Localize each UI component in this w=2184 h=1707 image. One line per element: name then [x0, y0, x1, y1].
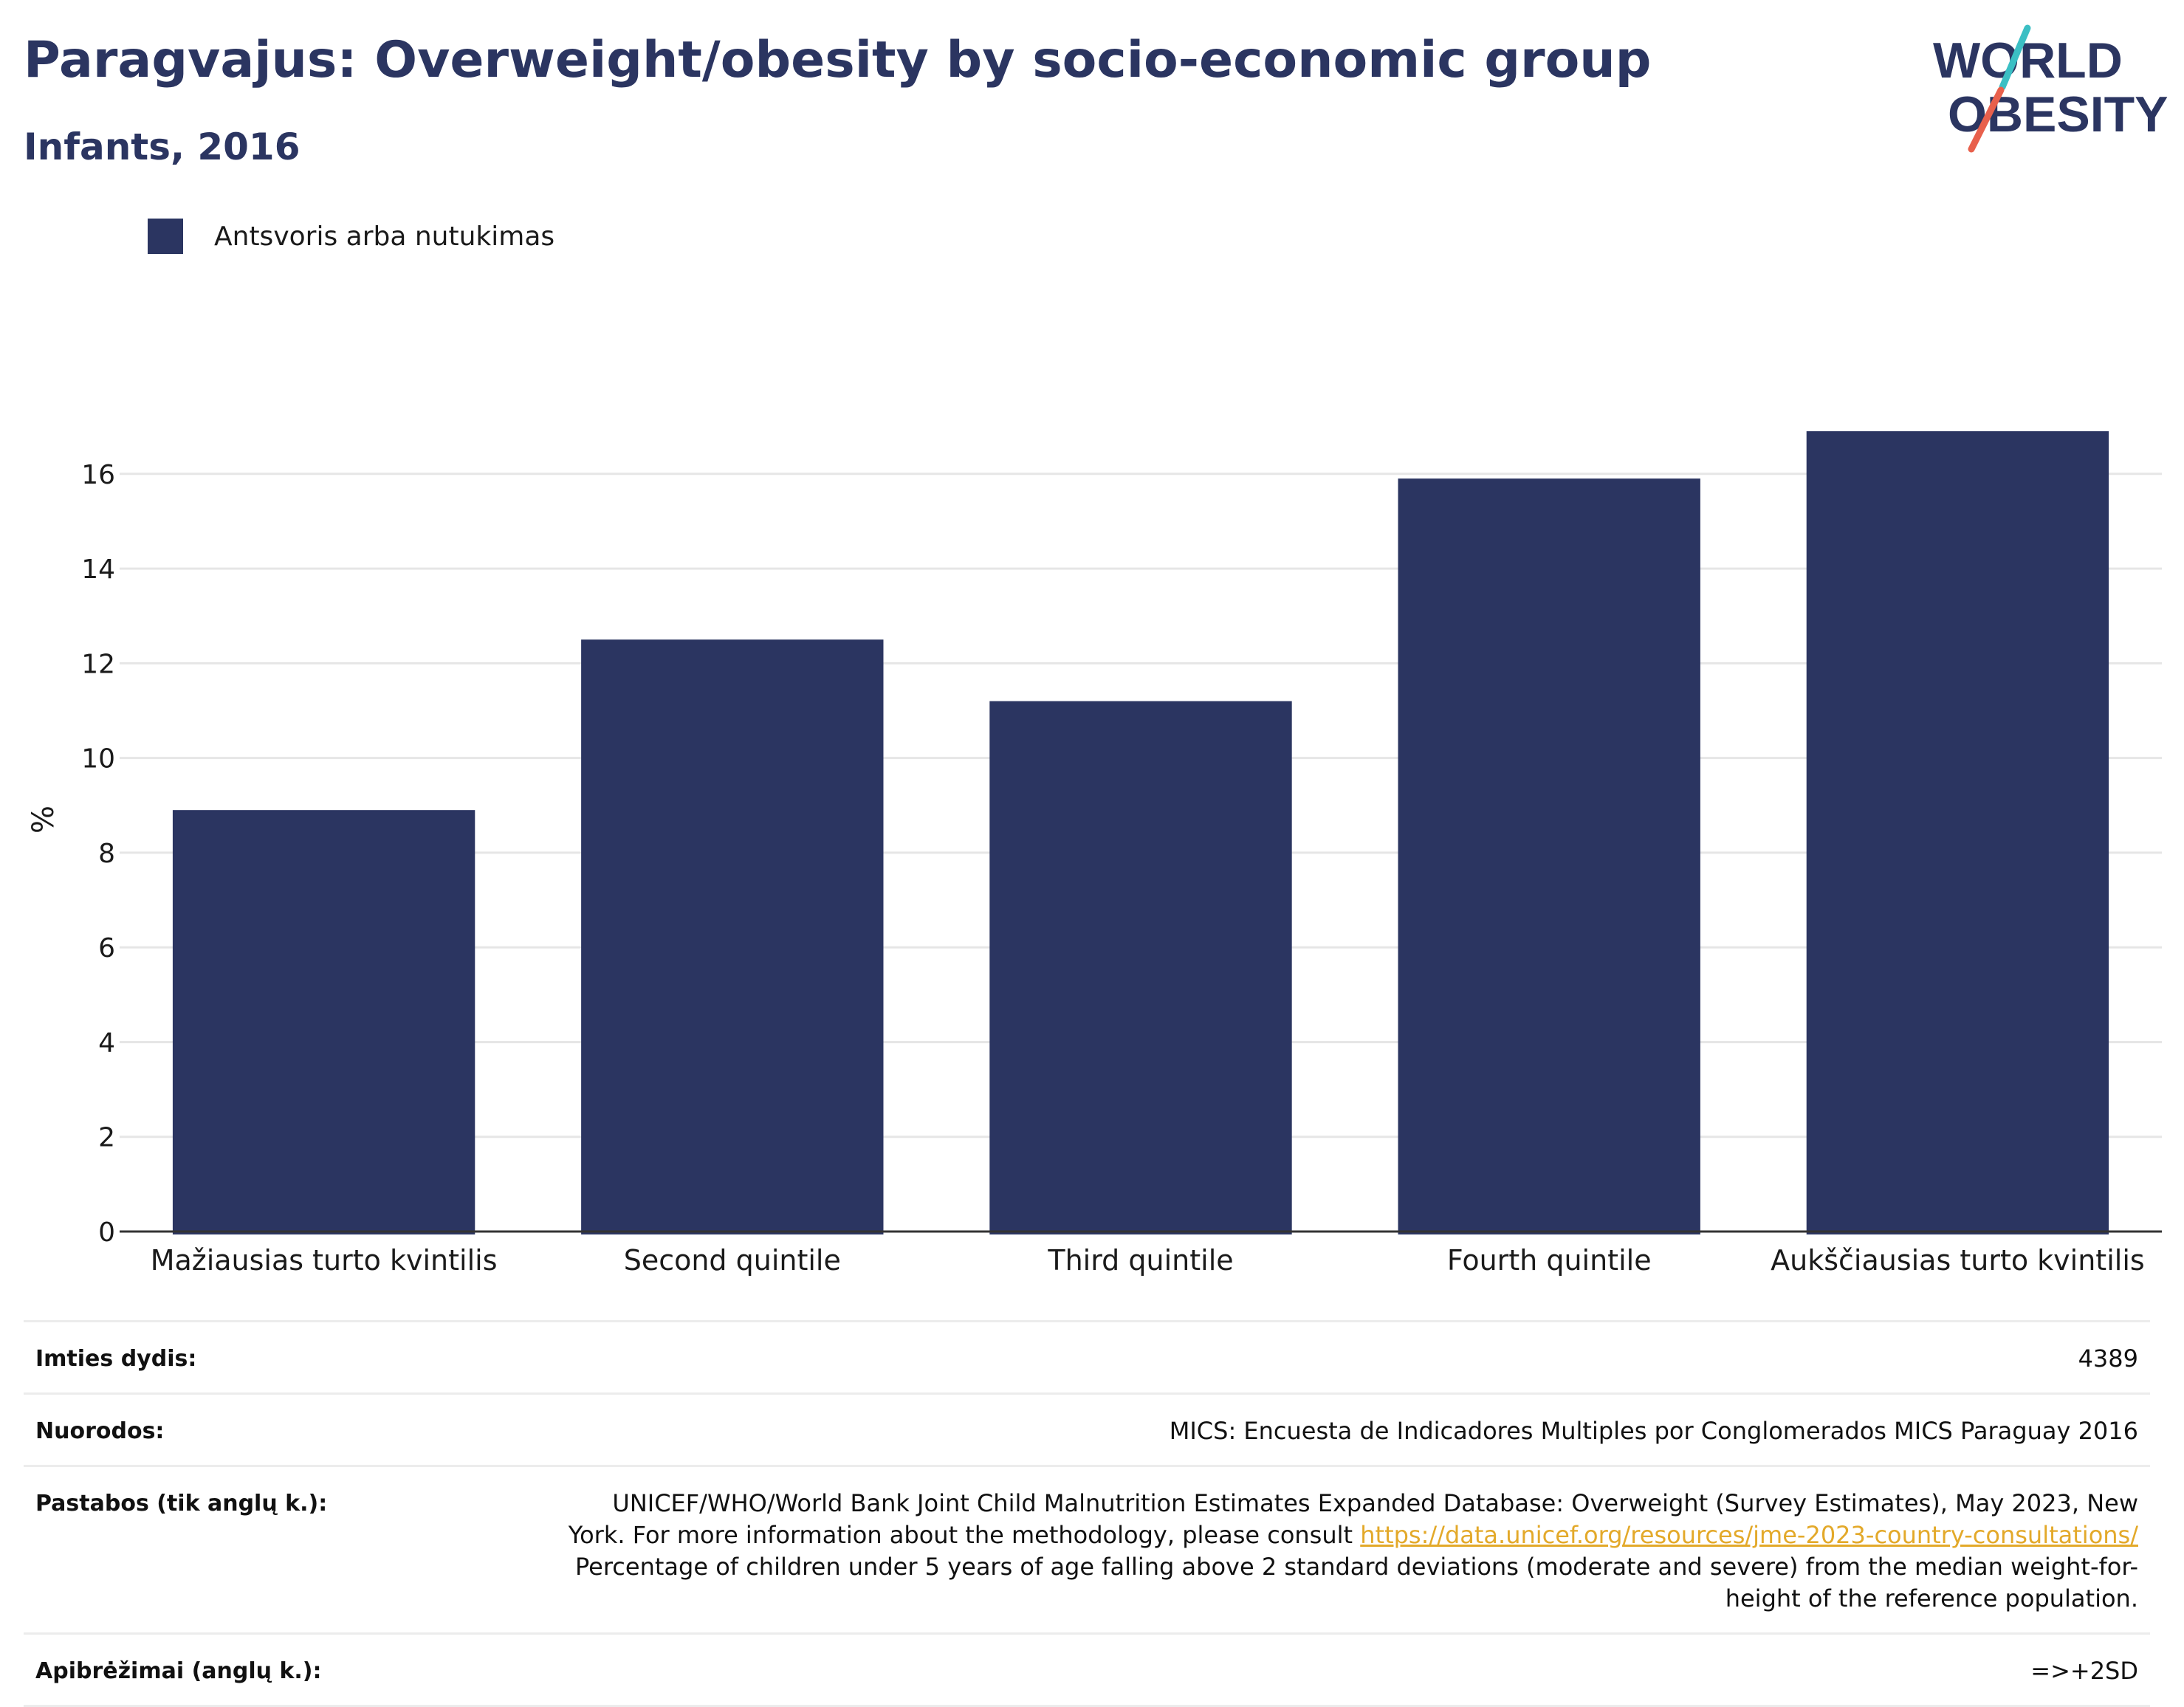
- definitions-label: Apibrėžimai (anglų k.):: [35, 1658, 322, 1684]
- bar: [581, 639, 884, 1234]
- y-tick-label: 10: [81, 744, 115, 774]
- chart-subtitle: Infants, 2016: [24, 126, 301, 168]
- logo-word-obesity: OBESITY: [1948, 86, 2168, 142]
- y-tick-label: 12: [81, 649, 115, 679]
- x-tick-label: Mažiausias turto kvintilis: [151, 1244, 498, 1277]
- y-axis-label: %: [27, 806, 61, 834]
- definitions-value: =>+2SD: [2030, 1657, 2138, 1685]
- chart-legend: Antsvoris arba nutukimas: [148, 219, 554, 254]
- legend-label: Antsvoris arba nutukimas: [214, 221, 555, 252]
- references-label: Nuorodos:: [35, 1418, 165, 1444]
- sample-size-label: Imties dydis:: [35, 1346, 197, 1372]
- world-obesity-logo: WORLD OBESITY: [1933, 24, 2168, 153]
- meta-row-notes: Pastabos (tik anglų k.): UNICEF/WHO/Worl…: [24, 1465, 2150, 1632]
- notes-text-after: Percentage of children under 5 years of …: [575, 1553, 2138, 1612]
- notes-text-before: UNICEF/WHO/World Bank Joint Child Malnut…: [568, 1489, 2138, 1549]
- bar: [1398, 478, 1700, 1234]
- legend-swatch: [148, 219, 183, 254]
- y-tick-label: 16: [81, 460, 115, 490]
- bar-chart: 0 2 4 6 8 10 12 14 16 Mažiausias turto kvintilis S…: [27, 431, 2162, 1277]
- x-tick-label: Third quintile: [1047, 1244, 1233, 1277]
- chart-title: Paragvajus: Overweight/obesity by socio-…: [24, 31, 1652, 89]
- logo-word-world: WORLD: [1933, 32, 2123, 89]
- y-tick-label: 8: [98, 839, 115, 869]
- metadata-table: Imties dydis: 4389 Nuorodos: MICS: Encue…: [24, 1320, 2150, 1707]
- references-value: MICS: Encuesta de Indicadores Multiples …: [1169, 1417, 2138, 1445]
- bar: [989, 701, 1292, 1234]
- x-tick-label: Fourth quintile: [1447, 1244, 1652, 1277]
- x-tick-label: Aukščiausias turto kvintilis: [1771, 1244, 2145, 1277]
- notes-label: Pastabos (tik anglų k.):: [35, 1491, 328, 1517]
- x-tick-label: Second quintile: [624, 1244, 841, 1277]
- y-tick-label: 4: [98, 1028, 115, 1058]
- y-tick-label: 14: [81, 554, 115, 585]
- y-tick-label: 2: [98, 1123, 115, 1153]
- logo-slash-top-icon: [1999, 24, 2031, 91]
- sample-size-value: 4389: [2078, 1344, 2138, 1373]
- logo-slash-bottom-icon: [1968, 86, 2005, 153]
- meta-row-sample-size: Imties dydis: 4389: [24, 1320, 2150, 1392]
- y-tick-label: 0: [98, 1217, 115, 1248]
- y-tick-label: 6: [98, 933, 115, 964]
- bar: [172, 810, 475, 1234]
- meta-row-references: Nuorodos: MICS: Encuesta de Indicadores …: [24, 1392, 2150, 1465]
- notes-value: UNICEF/WHO/World Bank Joint Child Malnut…: [558, 1488, 2138, 1615]
- notes-methodology-link[interactable]: https://data.unicef.org/resources/jme-20…: [1360, 1521, 2138, 1549]
- bar: [1806, 431, 2109, 1234]
